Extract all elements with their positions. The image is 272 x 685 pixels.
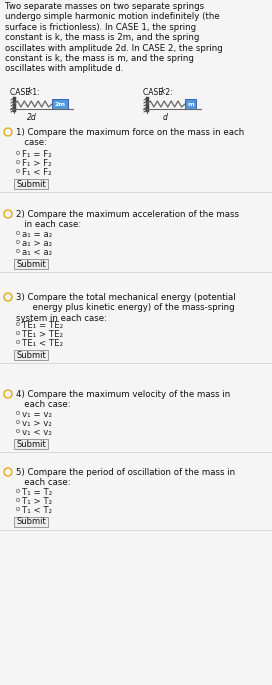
Text: T₁ = T₂: T₁ = T₂ (22, 488, 52, 497)
Text: F₁ < F₂: F₁ < F₂ (22, 168, 52, 177)
Text: TE₁ > TE₂: TE₁ > TE₂ (22, 330, 63, 339)
Text: a₁ = a₂: a₁ = a₂ (22, 230, 52, 239)
Text: T₁ < T₂: T₁ < T₂ (22, 506, 52, 515)
Text: TE₁ < TE₂: TE₁ < TE₂ (22, 339, 63, 348)
Text: v₁ > v₂: v₁ > v₂ (22, 419, 52, 428)
FancyBboxPatch shape (14, 439, 48, 449)
FancyBboxPatch shape (14, 517, 48, 527)
Text: Submit: Submit (16, 260, 46, 269)
Text: 3) Compare the total mechanical energy (potential
      energy plus kinetic ener: 3) Compare the total mechanical energy (… (16, 293, 236, 323)
FancyBboxPatch shape (185, 99, 196, 109)
FancyBboxPatch shape (14, 179, 48, 189)
Text: 4) Compare the maximum velocity of the mass in
   each case:: 4) Compare the maximum velocity of the m… (16, 390, 230, 410)
Text: Submit: Submit (16, 351, 46, 360)
Text: d: d (163, 113, 168, 122)
Text: 2) Compare the maximum acceleration of the mass
   in each case:: 2) Compare the maximum acceleration of t… (16, 210, 239, 229)
Text: Submit: Submit (16, 440, 46, 449)
Text: 5) Compare the period of oscillation of the mass in
   each case:: 5) Compare the period of oscillation of … (16, 468, 235, 488)
Text: 1) Compare the maximum force on the mass in each
   case:: 1) Compare the maximum force on the mass… (16, 128, 244, 147)
Text: k: k (161, 87, 165, 96)
Text: a₁ > a₂: a₁ > a₂ (22, 239, 52, 248)
Text: T₁ > T₂: T₁ > T₂ (22, 497, 52, 506)
FancyBboxPatch shape (52, 99, 68, 109)
Text: k: k (28, 87, 32, 96)
Text: TE₁ = TE₂: TE₁ = TE₂ (22, 321, 63, 330)
Text: v₁ < v₂: v₁ < v₂ (22, 428, 52, 437)
Text: CASE 1:: CASE 1: (10, 88, 40, 97)
Text: CASE 2:: CASE 2: (143, 88, 173, 97)
Text: Two separate masses on two separate springs
undergo simple harmonic motion indef: Two separate masses on two separate spri… (5, 2, 223, 73)
Text: Submit: Submit (16, 179, 46, 188)
Text: m: m (187, 101, 194, 106)
Text: 2d: 2d (27, 113, 37, 122)
Text: a₁ < a₂: a₁ < a₂ (22, 248, 52, 257)
Text: v₁ = v₂: v₁ = v₂ (22, 410, 52, 419)
Text: F₁ = F₂: F₁ = F₂ (22, 150, 52, 159)
FancyBboxPatch shape (14, 259, 48, 269)
Text: 2m: 2m (54, 101, 66, 106)
Text: F₁ > F₂: F₁ > F₂ (22, 159, 52, 168)
Text: Submit: Submit (16, 517, 46, 527)
FancyBboxPatch shape (14, 350, 48, 360)
